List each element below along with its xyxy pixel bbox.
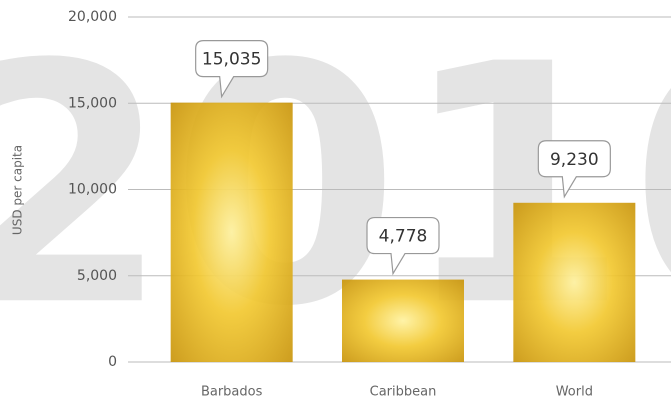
x-tick-label: Barbados: [201, 385, 263, 400]
value-callout: [537, 140, 611, 199]
y-axis-label: USD per capita: [11, 145, 25, 235]
bar: [342, 279, 464, 362]
value-label: 4,778: [379, 227, 428, 247]
y-tick-label: 20,000: [68, 9, 117, 25]
y-tick-label: 5,000: [77, 268, 117, 284]
y-tick-label: 15,000: [68, 95, 117, 111]
value-label: 9,230: [550, 150, 599, 170]
y-tick-label: 10,000: [68, 182, 117, 198]
y-tick-label: 0: [108, 354, 117, 370]
bar: [170, 102, 293, 363]
value-callout: [366, 216, 440, 276]
value-callout: [195, 40, 269, 99]
x-tick-label: World: [556, 385, 593, 400]
value-label: 15,035: [202, 50, 261, 70]
x-tick-label: Caribbean: [370, 385, 437, 400]
bar: [513, 202, 636, 362]
